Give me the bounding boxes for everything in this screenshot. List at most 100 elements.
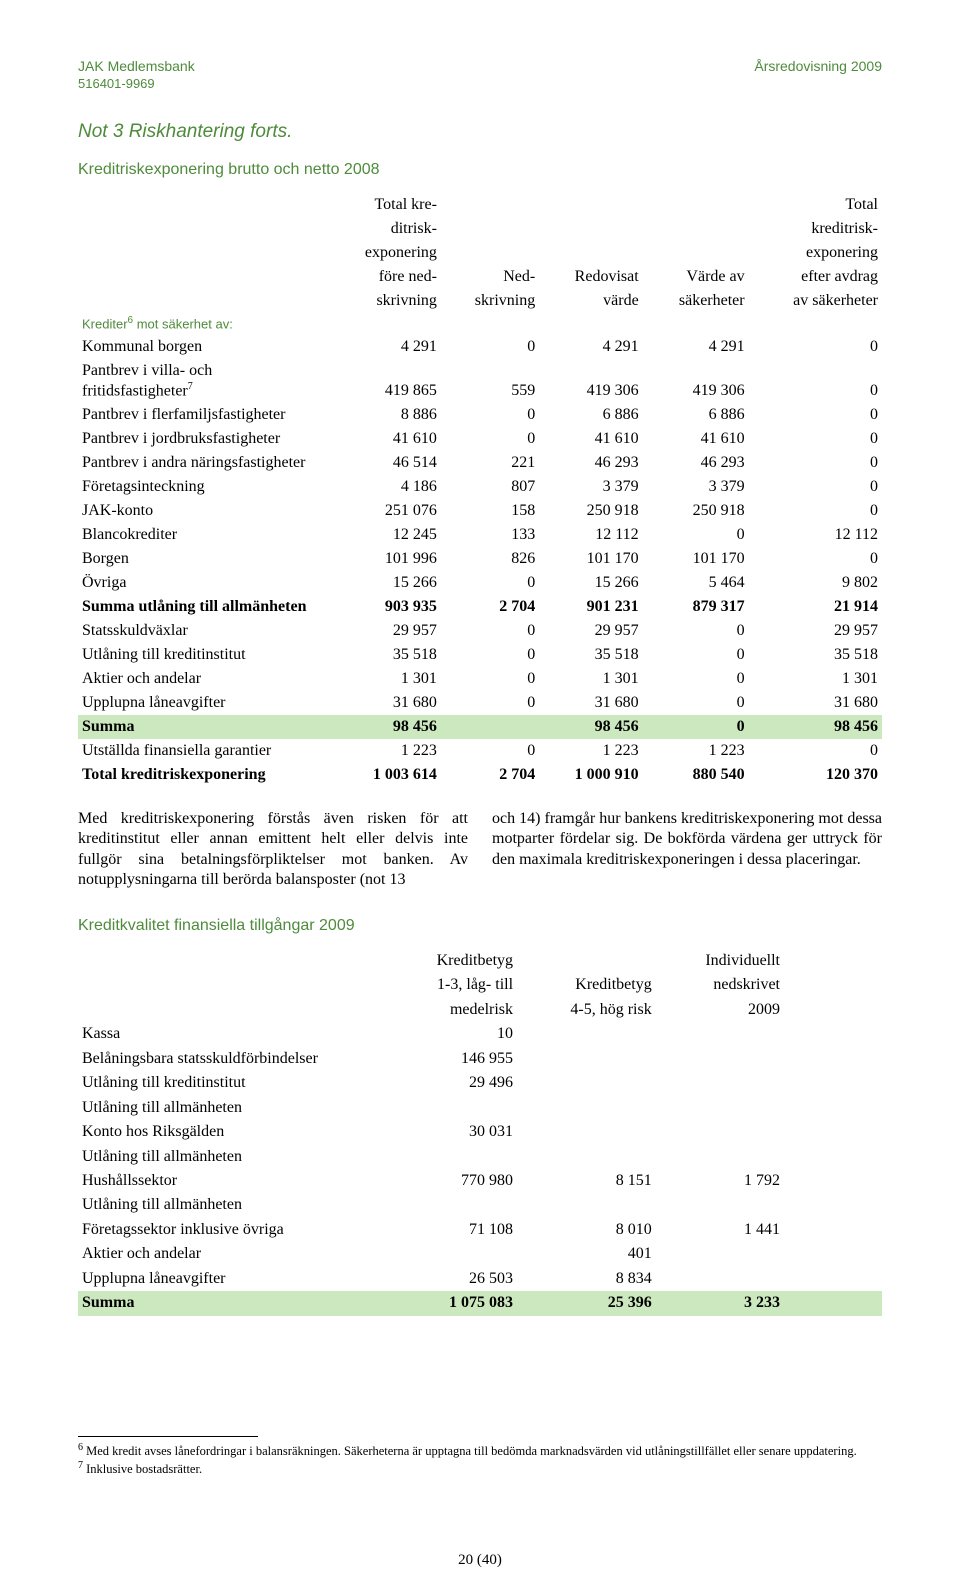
cell: [656, 1120, 784, 1144]
cell: 251 076: [326, 499, 441, 523]
cell: 4 291: [643, 335, 749, 359]
row-label: Utlåning till kreditinstitut: [78, 643, 326, 667]
cell: 21 914: [749, 595, 882, 619]
cell: 1 223: [539, 739, 642, 763]
footnote-6: 6 Med kredit avses lånefordringar i bala…: [78, 1441, 882, 1459]
row-label: Summa: [78, 1291, 386, 1315]
table-row: Belåningsbara statsskuldförbindelser146 …: [78, 1047, 882, 1071]
cell: 0: [441, 619, 539, 643]
cell: 0: [749, 547, 882, 571]
row-label: Övriga: [78, 571, 326, 595]
cell: 250 918: [643, 499, 749, 523]
row-label: Borgen: [78, 547, 326, 571]
cell: 901 231: [539, 595, 642, 619]
body-text: Med kreditriskexponering förstås även ri…: [78, 809, 882, 891]
cell: 98 456: [539, 715, 642, 739]
row-label: Kassa: [78, 1022, 386, 1046]
row-label: JAK-konto: [78, 499, 326, 523]
t2-h1c: medelrisk: [386, 998, 517, 1022]
cell: 1 223: [326, 739, 441, 763]
row-label: Summa utlåning till allmänheten: [78, 595, 326, 619]
cell: 35 518: [539, 643, 642, 667]
table-row: Kassa10: [78, 1022, 882, 1046]
cell: 807: [441, 475, 539, 499]
cell: 31 680: [749, 691, 882, 715]
cell: 559: [441, 359, 539, 403]
cell: 1 301: [326, 667, 441, 691]
section1-title: Kreditriskexponering brutto och netto 20…: [78, 161, 882, 179]
cell: 25 396: [517, 1291, 656, 1315]
cell: 0: [749, 499, 882, 523]
table-row: Pantbrev i andra näringsfastigheter46 51…: [78, 451, 882, 475]
cell: 0: [749, 451, 882, 475]
table-row: Utlåning till kreditinstitut29 496: [78, 1071, 882, 1095]
row-label: Utlåning till kreditinstitut: [78, 1071, 386, 1095]
cell: 3 379: [643, 475, 749, 499]
table-row: Borgen101 996826101 170101 1700: [78, 547, 882, 571]
col4-h2: säkerheter: [643, 289, 749, 313]
cell: 4 186: [326, 475, 441, 499]
cell: 0: [441, 335, 539, 359]
cell: [656, 1096, 784, 1120]
cell: [386, 1145, 517, 1169]
cell: [517, 1096, 656, 1120]
table-row: Statsskuldväxlar29 957029 957029 957: [78, 619, 882, 643]
page-header: JAK Medlemsbank Årsredovisning 2009: [78, 58, 882, 74]
cell: 770 980: [386, 1169, 517, 1193]
page: JAK Medlemsbank Årsredovisning 2009 5164…: [0, 0, 960, 1593]
row-label: Belåningsbara statsskuldförbindelser: [78, 1047, 386, 1071]
cell: 0: [441, 403, 539, 427]
cell: 0: [749, 427, 882, 451]
col1-h1: Total kre-: [326, 193, 441, 217]
cell: [386, 1096, 517, 1120]
cell: [517, 1145, 656, 1169]
cell: 0: [643, 523, 749, 547]
cell: 158: [441, 499, 539, 523]
row-label: Pantbrev i andra näringsfastigheter: [78, 451, 326, 475]
cell: 0: [441, 643, 539, 667]
cell: [656, 1071, 784, 1095]
row-label: Konto hos Riksgälden: [78, 1120, 386, 1144]
header-orgno: 516401-9969: [78, 76, 882, 91]
table-row: Aktier och andelar1 30101 30101 301: [78, 667, 882, 691]
cell: 0: [749, 335, 882, 359]
row-label: Upplupna låneavgifter: [78, 691, 326, 715]
table-row: Summa98 45698 456098 456: [78, 715, 882, 739]
cell: 826: [441, 547, 539, 571]
row-label: Total kreditriskexponering: [78, 763, 326, 787]
cell: 101 170: [539, 547, 642, 571]
col1-h5: skrivning: [326, 289, 441, 313]
footnotes: 6 Med kredit avses lånefordringar i bala…: [78, 1436, 882, 1478]
cell: 419 306: [643, 359, 749, 403]
table-row: Pantbrev i jordbruksfastigheter41 610041…: [78, 427, 882, 451]
row-label: Blancokrediter: [78, 523, 326, 547]
cell: 1 301: [539, 667, 642, 691]
cell: [517, 1022, 656, 1046]
table2-head: Kreditbetyg Individuellt 1-3, låg- till …: [78, 949, 882, 1022]
cell: 0: [749, 359, 882, 403]
footnote-7: 7 Inklusive bostadsrätter.: [78, 1459, 882, 1477]
cell: 8 834: [517, 1267, 656, 1291]
page-number: 20 (40): [0, 1552, 960, 1569]
cell: 1 792: [656, 1169, 784, 1193]
row-label: Kommunal borgen: [78, 335, 326, 359]
cell: 98 456: [326, 715, 441, 739]
cell: [386, 1242, 517, 1266]
row-label: Företagsinteckning: [78, 475, 326, 499]
cell: 29 496: [386, 1071, 517, 1095]
footnote-rule: [78, 1436, 258, 1437]
body-right: och 14) framgår hur bankens kreditriskex…: [492, 809, 882, 891]
table-kreditrisk: Total kre- Total ditrisk- kreditrisk- ex…: [78, 193, 882, 787]
col1-h3: exponering: [326, 241, 441, 265]
cell: 880 540: [643, 763, 749, 787]
table-head: Total kre- Total ditrisk- kreditrisk- ex…: [78, 193, 882, 313]
cell: [656, 1145, 784, 1169]
subheader-tail: mot säkerhet av:: [133, 316, 233, 331]
table-row: Utlåning till allmänheten: [78, 1145, 882, 1169]
cell: 120 370: [749, 763, 882, 787]
cell: 0: [441, 667, 539, 691]
cell: [386, 1193, 517, 1217]
row-label: Hushållssektor: [78, 1169, 386, 1193]
row-label: Pantbrev i jordbruksfastigheter: [78, 427, 326, 451]
header-company: JAK Medlemsbank: [78, 58, 195, 74]
